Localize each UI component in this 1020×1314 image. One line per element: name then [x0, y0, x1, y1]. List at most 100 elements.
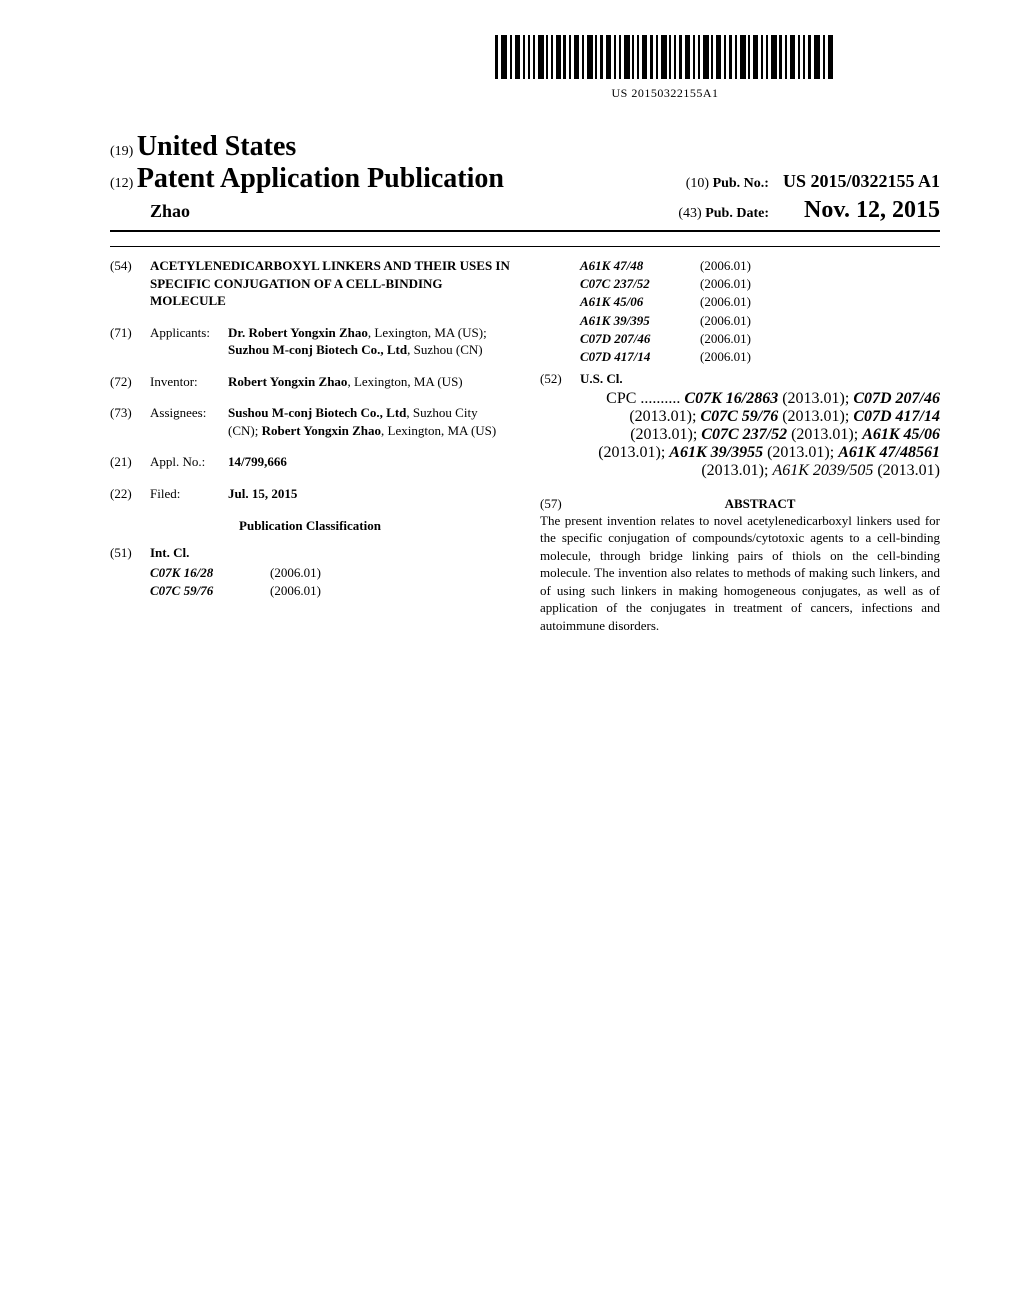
intcl-code: C07C 59/76: [150, 582, 270, 600]
header-line2: (12) Patent Application Publication (10)…: [110, 163, 940, 195]
cpc-code: C07C 237/52: [701, 426, 787, 443]
cpc-ver: (2013.01): [873, 462, 940, 479]
intcl-block: (51) Int. Cl.: [110, 544, 510, 562]
pubclass-heading: Publication Classification: [110, 518, 510, 534]
applicant-1-loc: , Lexington, MA (US);: [368, 325, 487, 340]
invention-title: ACETYLENEDICARBOXYL LINKERS AND THEIR US…: [150, 257, 510, 310]
inventor-name: Robert Yongxin Zhao: [228, 374, 347, 389]
cpc-ver: (2013.01);: [598, 444, 669, 461]
cpc-list: CPC .......... C07K 16/2863 (2013.01); C…: [580, 390, 940, 480]
applno-label: Appl. No.:: [150, 453, 228, 471]
intcl-ver: (2006.01): [700, 257, 751, 275]
intcl-table-right: A61K 47/48(2006.01) C07C 237/52(2006.01)…: [580, 257, 940, 366]
code-10: (10): [686, 176, 709, 191]
abstract-text: The present invention relates to novel a…: [540, 512, 940, 635]
intcl-row: C07D 207/46(2006.01): [580, 330, 940, 348]
barcode-graphic: [495, 35, 835, 79]
applicants-value: Dr. Robert Yongxin Zhao, Lexington, MA (…: [228, 324, 510, 359]
cpc-ver: (2013.01);: [630, 426, 701, 443]
cpc-ver: (2013.01);: [629, 408, 700, 425]
bibliographic-columns: (54) ACETYLENEDICARBOXYL LINKERS AND THE…: [110, 257, 940, 635]
code-22: (22): [110, 485, 150, 503]
barcode-number: US 20150322155A1: [390, 86, 940, 101]
abstract-header: (57) ABSTRACT: [540, 496, 940, 512]
intcl-code: A61K 45/06: [580, 293, 700, 311]
cpc-code: A61K 47/48561: [838, 444, 940, 461]
assignee-2-loc: , Lexington, MA (US): [381, 423, 496, 438]
inventor-value: Robert Yongxin Zhao, Lexington, MA (US): [228, 373, 510, 391]
title-block: (54) ACETYLENEDICARBOXYL LINKERS AND THE…: [110, 257, 510, 310]
code-19: (19): [110, 144, 133, 159]
divider-thick: [110, 230, 940, 232]
intcl-ver: (2006.01): [700, 312, 751, 330]
applno-value: 14/799,666: [228, 453, 510, 471]
filed-label: Filed:: [150, 485, 228, 503]
cpc-code: A61K 45/06: [862, 426, 940, 443]
cpc-code: C07D 207/46: [853, 390, 940, 407]
applno-block: (21) Appl. No.: 14/799,666: [110, 453, 510, 471]
intcl-table-left: C07K 16/28 (2006.01) C07C 59/76 (2006.01…: [150, 564, 510, 600]
code-51: (51): [110, 544, 150, 562]
code-73: (73): [110, 404, 150, 439]
applicant-1: Dr. Robert Yongxin Zhao: [228, 325, 368, 340]
header-line3: Zhao (43) Pub. Date: Nov. 12, 2015: [110, 197, 940, 224]
code-57: (57): [540, 496, 580, 512]
cpc-code: C07K 16/2863: [684, 390, 778, 407]
cpc-code: A61K 2039/505: [772, 462, 873, 479]
intcl-row: C07C 59/76 (2006.01): [150, 582, 510, 600]
intcl-row: A61K 39/395(2006.01): [580, 312, 940, 330]
uscl-block: (52) U.S. Cl.: [540, 370, 940, 388]
pubno-value: US 2015/0322155 A1: [783, 171, 940, 191]
inventor-block: (72) Inventor: Robert Yongxin Zhao, Lexi…: [110, 373, 510, 391]
intcl-code: C07D 207/46: [580, 330, 700, 348]
pubdate-label: Pub. Date:: [705, 206, 769, 221]
code-21: (21): [110, 453, 150, 471]
inventor-loc: , Lexington, MA (US): [347, 374, 462, 389]
pubdate-value: Nov. 12, 2015: [804, 197, 940, 223]
intcl-code: C07D 417/14: [580, 348, 700, 366]
intcl-code: A61K 47/48: [580, 257, 700, 275]
applicants-label: Applicants:: [150, 324, 228, 359]
pubno-label: Pub. No.:: [713, 176, 769, 191]
cpc-ver: (2013.01);: [778, 408, 853, 425]
code-12: (12): [110, 176, 133, 191]
intcl-ver: (2006.01): [700, 275, 751, 293]
abstract-heading: ABSTRACT: [580, 496, 940, 512]
applicants-block: (71) Applicants: Dr. Robert Yongxin Zhao…: [110, 324, 510, 359]
intcl-code: A61K 39/395: [580, 312, 700, 330]
author-surname: Zhao: [110, 201, 190, 221]
cpc-ver: (2013.01);: [701, 462, 772, 479]
intcl-ver: (2006.01): [700, 348, 751, 366]
intcl-row: A61K 45/06(2006.01): [580, 293, 940, 311]
intcl-ver: (2006.01): [700, 330, 751, 348]
filed-block: (22) Filed: Jul. 15, 2015: [110, 485, 510, 503]
intcl-code: C07C 237/52: [580, 275, 700, 293]
intcl-ver: (2006.01): [270, 582, 321, 600]
intcl-code: C07K 16/28: [150, 564, 270, 582]
applicant-2-loc: , Suzhou (CN): [407, 342, 482, 357]
code-72: (72): [110, 373, 150, 391]
code-54: (54): [110, 257, 150, 310]
assignee-1: Sushou M-conj Biotech Co., Ltd: [228, 405, 406, 420]
header-line1: (19) United States: [110, 131, 940, 163]
cpc-ver: (2013.01);: [763, 444, 838, 461]
assignees-label: Assignees:: [150, 404, 228, 439]
cpc-code: A61K 39/3955: [669, 444, 763, 461]
divider-thin: [110, 246, 940, 247]
code-43: (43): [678, 206, 701, 221]
uscl-label: U.S. Cl.: [580, 370, 940, 388]
cpc-ver: (2013.01);: [778, 390, 853, 407]
assignee-2: Robert Yongxin Zhao: [262, 423, 381, 438]
code-71: (71): [110, 324, 150, 359]
intcl-row: C07D 417/14(2006.01): [580, 348, 940, 366]
column-left: (54) ACETYLENEDICARBOXYL LINKERS AND THE…: [110, 257, 510, 635]
inventor-label: Inventor:: [150, 373, 228, 391]
code-52: (52): [540, 370, 580, 388]
header: (19) United States (12) Patent Applicati…: [110, 131, 940, 224]
intcl-ver: (2006.01): [700, 293, 751, 311]
cpc-prefix: CPC ..........: [606, 390, 680, 407]
column-right: A61K 47/48(2006.01) C07C 237/52(2006.01)…: [540, 257, 940, 635]
assignees-block: (73) Assignees: Sushou M-conj Biotech Co…: [110, 404, 510, 439]
cpc-ver: (2013.01);: [787, 426, 862, 443]
country: United States: [137, 131, 296, 162]
